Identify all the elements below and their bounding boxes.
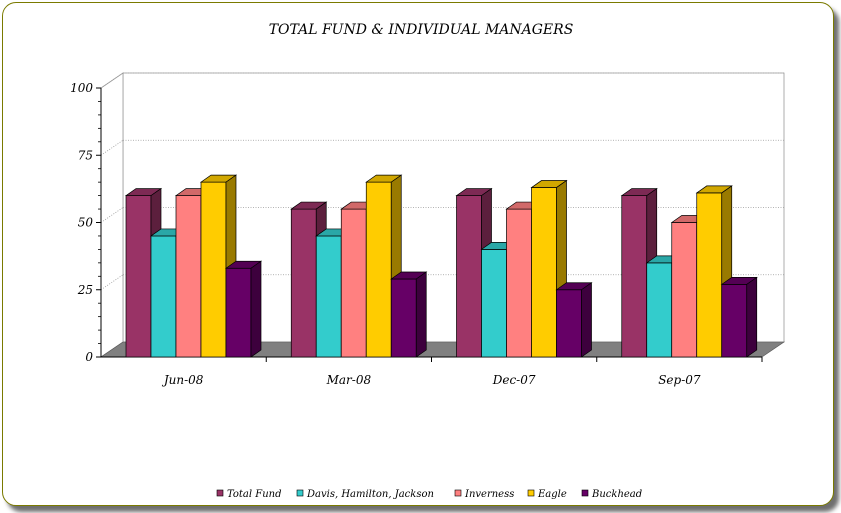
legend-swatch <box>581 489 589 497</box>
legend-label: Eagle <box>537 489 567 500</box>
bar <box>555 282 593 358</box>
bar-front <box>340 208 367 358</box>
gridline-side <box>100 274 124 291</box>
legend-swatch <box>454 489 462 497</box>
legend-item: Total Fund <box>216 489 282 500</box>
bar-front <box>506 208 532 358</box>
bar-front <box>290 208 317 358</box>
legend-swatch <box>527 489 535 497</box>
bar-front <box>621 195 648 358</box>
bar <box>390 271 428 358</box>
bar <box>530 179 568 358</box>
legend-swatch <box>296 489 304 497</box>
gridline-side <box>100 207 124 223</box>
bar-front <box>390 278 417 358</box>
bar-front <box>481 249 507 358</box>
y-tick-label: 50 <box>78 216 94 230</box>
legend-swatch <box>216 489 224 497</box>
x-tick-label: Sep-07 <box>658 373 701 387</box>
y-tick-label: 0 <box>85 350 93 364</box>
bar-front <box>175 195 202 358</box>
gridline-side <box>100 72 124 89</box>
bar-front <box>150 235 177 358</box>
y-tick-label: 100 <box>70 81 93 95</box>
x-tick-label: Mar-08 <box>326 373 372 387</box>
legend-item: Eagle <box>527 489 567 500</box>
legend-label: Buckhead <box>591 489 642 500</box>
legend-label: Total Fund <box>227 489 282 500</box>
bar <box>124 187 163 358</box>
bar-front <box>125 195 152 358</box>
legend-label: Davis, Hamilton, Jackson <box>306 489 434 500</box>
bar-front <box>456 195 482 358</box>
bar-front <box>315 235 342 358</box>
bar <box>720 276 758 358</box>
y-tick-label: 25 <box>77 283 93 297</box>
bar-front <box>365 181 392 358</box>
bar-side <box>415 271 427 358</box>
x-tick-label: Dec-07 <box>492 373 536 387</box>
legend-item: Buckhead <box>581 489 642 500</box>
legend: Total Fund Davis, Hamilton, Jackson Invern… <box>216 489 642 500</box>
bar-side <box>746 276 758 358</box>
legend-label: Inverness <box>464 489 514 500</box>
bar-side <box>250 260 262 358</box>
bar-front <box>696 192 723 358</box>
gridline-side <box>100 139 124 156</box>
y-tick-label: 75 <box>78 148 93 162</box>
bars <box>124 174 758 358</box>
y-tick-labels: 0 25 50 75 100 <box>70 81 93 364</box>
bar-side <box>581 282 592 358</box>
legend-item: Inverness <box>454 489 514 500</box>
legend-item: Davis, Hamilton, Jackson <box>296 489 434 500</box>
x-tick-labels: Jun-08 Mar-08 Dec-07 Sep-07 <box>161 373 701 387</box>
x-tick-label: Jun-08 <box>161 373 204 387</box>
bar-front <box>225 267 252 358</box>
bar-front <box>200 181 227 358</box>
bar-front <box>531 187 557 358</box>
bar <box>224 260 263 358</box>
bar-front <box>671 222 698 358</box>
bar-front <box>646 262 673 358</box>
bar-front <box>556 289 582 358</box>
bar-front <box>721 284 748 358</box>
chart-title: TOTAL FUND & INDIVIDUAL MANAGERS <box>269 22 574 38</box>
